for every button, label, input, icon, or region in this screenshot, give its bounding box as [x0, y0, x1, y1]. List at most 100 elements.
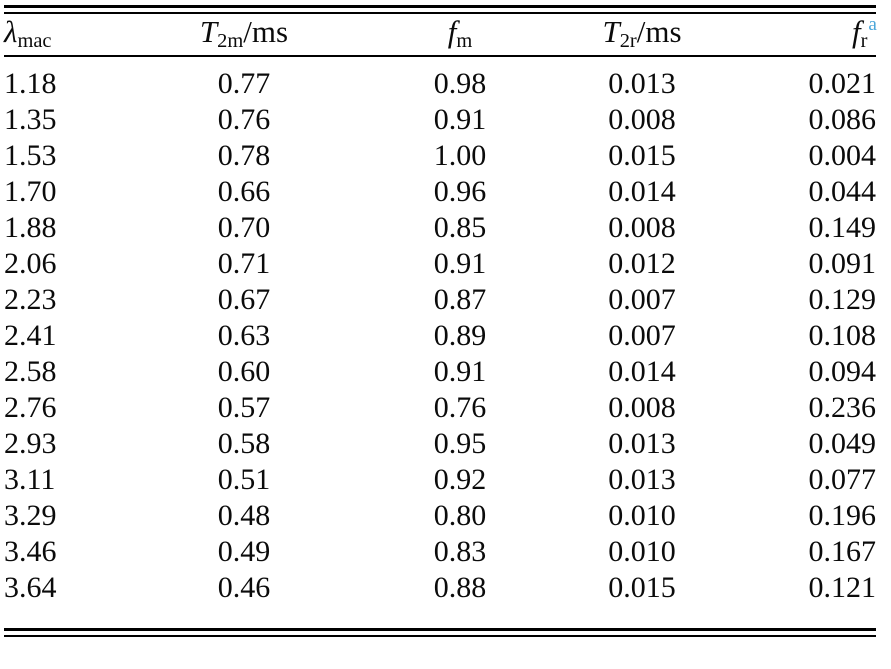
table-cell: 1.53: [4, 139, 57, 172]
table-row: 2.58 0.60 0.91 0.014 0.094: [4, 354, 876, 390]
table-row: 2.93 0.58 0.95 0.013 0.049: [4, 426, 876, 462]
table-cell: 0.57: [217, 391, 271, 424]
table-cell: 0.46: [217, 571, 271, 604]
table-cell: 3.11: [4, 463, 56, 496]
table-cell: 0.007: [608, 283, 676, 316]
table-cell: 0.012: [608, 247, 676, 280]
column-header-fr: fra: [708, 14, 877, 57]
table-cell: 0.121: [808, 571, 877, 604]
table-cell: 0.013: [608, 67, 676, 100]
table-cell: 0.91: [433, 355, 487, 388]
table-cell: 0.60: [217, 355, 271, 388]
column-header-t2m-ms: T2m/ms: [144, 14, 344, 57]
table-row: 1.53 0.78 1.00 0.015 0.004: [4, 138, 876, 174]
table-cell: 0.48: [217, 499, 271, 532]
table-row: 1.88 0.70 0.85 0.008 0.149: [4, 210, 876, 246]
header-symbol: λ: [4, 14, 18, 49]
table-cell: 1.88: [4, 211, 57, 244]
table-cell: 0.80: [433, 499, 487, 532]
table-cell: 0.049: [808, 427, 877, 460]
footnote-marker: a: [868, 14, 877, 36]
table-cell: 0.92: [433, 463, 487, 496]
table-row: 2.41 0.63 0.89 0.007 0.108: [4, 318, 876, 354]
table-cell: 0.63: [217, 319, 271, 352]
header-subscript: 2m: [217, 29, 244, 52]
table-cell: 0.76: [217, 103, 271, 136]
table-cell: 0.167: [808, 535, 877, 568]
table-cell: 0.007: [608, 319, 676, 352]
data-table-container: λmac T2m/ms fm T2r/ms fra 1.18 0: [4, 5, 877, 637]
table-cell: 0.108: [808, 319, 877, 352]
table-cell: 0.010: [608, 535, 676, 568]
table-cell: 0.196: [808, 499, 877, 532]
table-cell: 0.88: [433, 571, 487, 604]
header-symbol: T: [602, 14, 620, 49]
header-subscript: mac: [17, 29, 52, 52]
table-row: 3.64 0.46 0.88 0.015 0.121: [4, 570, 876, 628]
header-subscript: 2r: [619, 29, 637, 52]
table-cell: 0.49: [217, 535, 271, 568]
table-cell: 0.71: [217, 247, 271, 280]
table-cell: 0.077: [808, 463, 877, 496]
column-header-fm: fm: [344, 14, 576, 57]
table-cell: 3.29: [4, 499, 57, 532]
table-cell: 0.013: [608, 427, 676, 460]
table-cell: 2.76: [4, 391, 57, 424]
table-cell: 0.008: [608, 391, 676, 424]
table-cell: 0.98: [433, 67, 487, 100]
table-row: 2.23 0.67 0.87 0.007 0.129: [4, 282, 876, 318]
table-top-rule: [4, 5, 876, 14]
table-cell: 0.67: [217, 283, 271, 316]
table-cell: 3.64: [4, 571, 57, 604]
header-symbol: T: [199, 14, 218, 49]
column-header-t2r-ms: T2r/ms: [576, 14, 708, 57]
table-cell: 0.044: [808, 175, 877, 208]
table-cell: 0.236: [808, 391, 877, 424]
table-cell: 0.95: [433, 427, 487, 460]
table-cell: 0.149: [808, 211, 877, 244]
table-cell: 0.70: [217, 211, 271, 244]
table-row: 1.70 0.66 0.96 0.014 0.044: [4, 174, 876, 210]
table-row: 3.29 0.48 0.80 0.010 0.196: [4, 498, 876, 534]
table-cell: 1.00: [433, 139, 487, 172]
header-suffix: /ms: [243, 14, 289, 49]
table-cell: 0.85: [433, 211, 487, 244]
table-cell: 3.46: [4, 535, 57, 568]
table-cell: 0.87: [433, 283, 487, 316]
table-cell: 0.013: [608, 463, 676, 496]
table-cell: 2.58: [4, 355, 57, 388]
table-cell: 1.70: [4, 175, 57, 208]
table-cell: 2.06: [4, 247, 57, 280]
table-cell: 0.76: [433, 391, 487, 424]
table-row: 1.35 0.76 0.91 0.008 0.086: [4, 102, 876, 138]
table-cell: 0.91: [433, 247, 487, 280]
header-symbol: f: [447, 14, 457, 49]
table-row: 2.06 0.71 0.91 0.012 0.091: [4, 246, 876, 282]
column-header-lambda-mac: λmac: [4, 14, 144, 57]
table-cell: 0.004: [808, 139, 877, 172]
table-row: 1.18 0.77 0.98 0.013 0.021: [4, 56, 876, 102]
table-row: 3.11 0.51 0.92 0.013 0.077: [4, 462, 876, 498]
table-cell: 2.23: [4, 283, 57, 316]
header-row: λmac T2m/ms fm T2r/ms fra: [4, 14, 877, 57]
table-cell: 0.66: [217, 175, 271, 208]
table-cell: 0.77: [217, 67, 271, 100]
table-cell: 0.008: [608, 103, 676, 136]
table-cell: 0.091: [808, 247, 877, 280]
table-row: 2.76 0.57 0.76 0.008 0.236: [4, 390, 876, 426]
table-cell: 2.93: [4, 427, 57, 460]
table-bottom-rule: [4, 628, 876, 637]
table-row: 3.46 0.49 0.83 0.010 0.167: [4, 534, 876, 570]
table-cell: 0.78: [217, 139, 271, 172]
table-cell: 1.18: [4, 67, 57, 100]
header-subscript: m: [456, 29, 473, 52]
header-suffix: /ms: [636, 14, 682, 49]
table-cell: 0.015: [608, 571, 676, 604]
table-cell: 0.51: [217, 463, 271, 496]
table-cell: 0.129: [808, 283, 877, 316]
table-cell: 0.83: [433, 535, 487, 568]
table-cell: 0.086: [808, 103, 877, 136]
table-cell: 0.021: [808, 67, 877, 100]
table-cell: 0.91: [433, 103, 487, 136]
